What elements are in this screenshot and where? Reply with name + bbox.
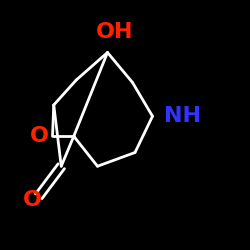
Text: NH: NH [164, 106, 201, 126]
Text: OH: OH [96, 22, 134, 42]
Text: O: O [23, 190, 42, 210]
Text: O: O [30, 126, 49, 146]
